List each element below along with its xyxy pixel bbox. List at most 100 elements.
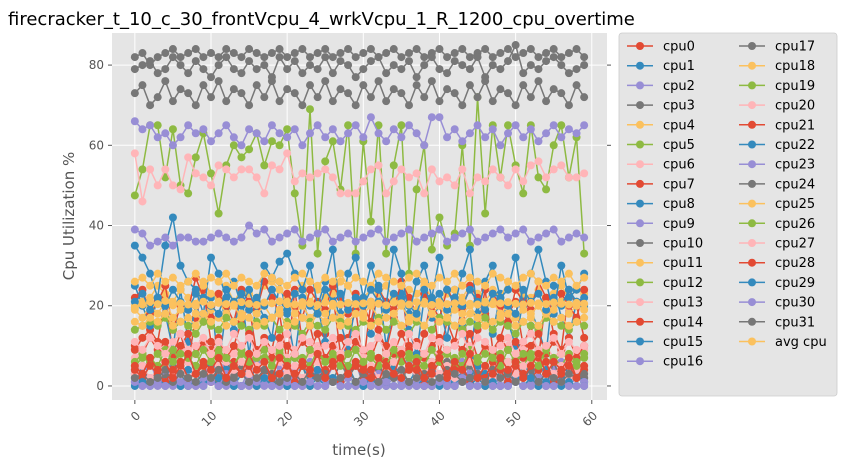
data-point: [542, 49, 551, 58]
x-tick-label: 20: [275, 409, 296, 430]
legend-marker: [748, 258, 756, 267]
data-point: [397, 281, 406, 290]
data-point: [542, 57, 551, 66]
data-point: [176, 85, 185, 94]
data-point: [176, 361, 185, 370]
data-point: [420, 321, 429, 330]
data-point: [245, 377, 254, 386]
data-point: [214, 298, 223, 307]
data-point: [260, 317, 269, 326]
data-point: [306, 299, 314, 308]
data-point: [366, 373, 375, 382]
data-point: [435, 45, 444, 54]
legend-item: cpu0: [627, 40, 695, 55]
data-point: [557, 161, 566, 170]
data-point: [557, 261, 566, 270]
data-point: [511, 329, 520, 338]
data-point: [504, 381, 512, 390]
data-point: [199, 333, 208, 342]
data-point: [519, 317, 528, 326]
data-point: [252, 321, 261, 330]
data-point: [549, 121, 558, 130]
data-point: [161, 309, 170, 318]
data-point: [572, 129, 581, 138]
data-point: [572, 361, 581, 370]
legend-marker: [748, 199, 756, 208]
data-point: [366, 341, 375, 350]
data-point: [313, 349, 322, 358]
data-point: [138, 321, 147, 330]
legend-label: cpu29: [775, 276, 815, 291]
data-point: [481, 177, 490, 186]
data-point: [534, 277, 543, 286]
data-point: [207, 181, 215, 190]
data-point: [336, 333, 345, 342]
data-point: [161, 349, 170, 358]
data-point: [427, 53, 436, 62]
data-point: [420, 349, 429, 358]
data-point: [351, 53, 360, 62]
data-point: [184, 69, 193, 78]
data-point: [534, 77, 543, 86]
data-point: [328, 97, 337, 106]
data-point: [420, 141, 429, 150]
data-point: [465, 81, 474, 90]
data-point: [222, 345, 231, 354]
data-point: [443, 277, 452, 286]
data-point: [420, 189, 429, 198]
data-point: [458, 281, 467, 290]
data-point: [458, 309, 467, 318]
data-point: [138, 81, 147, 90]
data-point: [267, 161, 276, 170]
data-point: [496, 341, 505, 350]
data-point: [389, 357, 398, 366]
data-point: [351, 377, 360, 386]
y-tick-label: 0: [96, 379, 104, 393]
legend-marker: [636, 101, 644, 110]
data-point: [153, 349, 162, 358]
data-point: [382, 313, 391, 322]
data-point: [496, 381, 505, 390]
data-point: [207, 317, 215, 326]
data-point: [412, 269, 421, 278]
data-point: [450, 181, 459, 190]
data-point: [153, 53, 162, 62]
data-point: [130, 149, 139, 158]
data-point: [321, 341, 330, 350]
data-point: [549, 305, 558, 314]
data-point: [580, 273, 589, 282]
data-point: [511, 121, 520, 130]
data-point: [389, 125, 398, 134]
data-point: [435, 213, 444, 222]
data-point: [496, 373, 505, 382]
data-point: [465, 317, 474, 326]
data-point: [458, 377, 467, 386]
data-point: [405, 101, 413, 110]
data-point: [496, 361, 505, 370]
legend-marker: [636, 61, 644, 70]
data-point: [481, 298, 490, 307]
data-point: [146, 305, 155, 314]
data-point: [473, 53, 482, 62]
data-point: [283, 125, 292, 134]
data-point: [267, 373, 276, 382]
data-point: [336, 321, 345, 330]
data-point: [458, 101, 467, 110]
data-point: [237, 298, 246, 307]
data-point: [488, 381, 497, 390]
data-point: [488, 345, 497, 354]
data-point: [435, 373, 444, 382]
data-point: [176, 133, 185, 142]
data-point: [161, 241, 170, 250]
data-point: [389, 369, 398, 378]
data-point: [465, 309, 474, 318]
data-point: [351, 309, 360, 318]
data-point: [260, 365, 269, 374]
data-point: [443, 53, 452, 62]
data-point: [572, 298, 581, 307]
data-point: [168, 273, 177, 282]
data-point: [161, 65, 170, 74]
data-point: [298, 313, 307, 322]
data-point: [473, 121, 482, 130]
data-point: [214, 129, 223, 138]
